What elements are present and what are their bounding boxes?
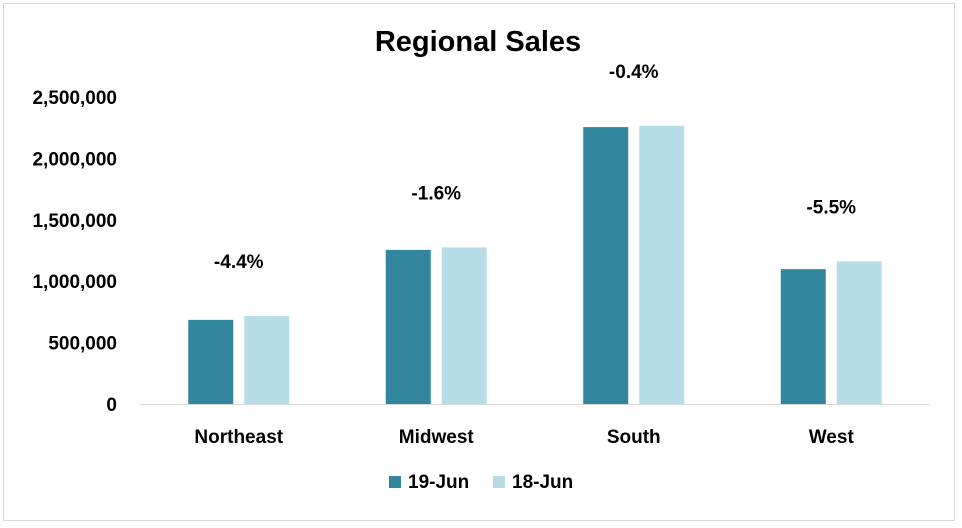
- bar-19-jun-west: [780, 269, 826, 404]
- chart-title: Regional Sales: [374, 26, 582, 58]
- bar-19-jun-midwest: [385, 249, 431, 404]
- bar-18-jun-northeast: [244, 316, 290, 404]
- data-label: -4.4%: [214, 252, 264, 273]
- x-tick-label: South: [607, 427, 661, 448]
- legend-swatch: [389, 476, 401, 488]
- bar-19-jun-northeast: [188, 319, 234, 404]
- x-tick-label: West: [809, 427, 855, 448]
- legend-label: 19-Jun: [408, 472, 469, 493]
- y-tick-label: 2,500,000: [32, 88, 117, 109]
- bar-19-jun-south: [583, 127, 629, 404]
- y-tick-label: 0: [106, 395, 117, 416]
- bar-18-jun-south: [639, 125, 685, 404]
- y-tick-label: 500,000: [48, 334, 117, 355]
- x-tick-label: Midwest: [399, 427, 475, 448]
- y-tick-label: 1,500,000: [32, 211, 117, 232]
- bar-18-jun-west: [836, 261, 882, 404]
- bars-layer: [188, 125, 882, 404]
- y-tick-label: 2,000,000: [32, 149, 117, 170]
- labels-layer: Northeast -4.4% Midwest -1.6% South -0.4% West…: [194, 62, 856, 448]
- x-tick-label: Northeast: [194, 427, 283, 448]
- data-label: -1.6%: [411, 183, 461, 204]
- data-label: -5.5%: [806, 197, 856, 218]
- y-tick-label: 1,000,000: [32, 272, 117, 293]
- legend-swatch: [493, 476, 505, 488]
- legend: 19-Jun 18-Jun: [389, 472, 573, 493]
- axis-layer: 0 500,000 1,000,000 1,500,000 2,000,000 2,500…: [32, 88, 930, 416]
- legend-label: 18-Jun: [512, 472, 573, 493]
- data-label: -0.4%: [609, 62, 659, 83]
- bar-18-jun-midwest: [441, 247, 487, 404]
